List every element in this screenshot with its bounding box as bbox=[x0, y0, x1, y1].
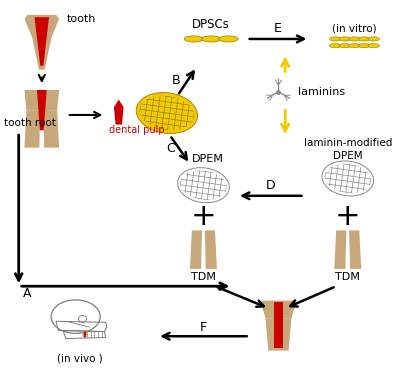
Polygon shape bbox=[274, 302, 283, 348]
Polygon shape bbox=[32, 38, 51, 70]
Ellipse shape bbox=[349, 37, 360, 41]
Text: E: E bbox=[274, 22, 282, 35]
Text: +: + bbox=[191, 203, 216, 231]
Polygon shape bbox=[261, 301, 296, 318]
Text: TDM: TDM bbox=[335, 272, 360, 282]
Text: tooth: tooth bbox=[67, 14, 96, 24]
Polygon shape bbox=[24, 15, 59, 38]
Polygon shape bbox=[190, 230, 202, 269]
Text: TDM: TDM bbox=[191, 272, 216, 282]
Ellipse shape bbox=[358, 44, 370, 48]
Ellipse shape bbox=[202, 36, 221, 42]
Text: dental pulp: dental pulp bbox=[109, 125, 165, 135]
Polygon shape bbox=[334, 230, 346, 269]
Polygon shape bbox=[114, 100, 124, 125]
Text: DPEM: DPEM bbox=[192, 154, 224, 164]
Polygon shape bbox=[349, 230, 361, 269]
Text: B: B bbox=[172, 74, 180, 87]
Ellipse shape bbox=[368, 37, 380, 41]
Text: laminin-modified
DPEM: laminin-modified DPEM bbox=[304, 138, 392, 161]
Polygon shape bbox=[37, 90, 47, 130]
Ellipse shape bbox=[322, 161, 374, 196]
Polygon shape bbox=[84, 332, 86, 337]
Text: (in vivo ): (in vivo ) bbox=[58, 353, 103, 363]
Ellipse shape bbox=[219, 36, 238, 42]
Text: D: D bbox=[266, 179, 276, 192]
Ellipse shape bbox=[349, 44, 360, 48]
Polygon shape bbox=[266, 318, 292, 351]
Ellipse shape bbox=[184, 36, 204, 42]
Text: (in vitro): (in vitro) bbox=[332, 23, 377, 33]
Ellipse shape bbox=[178, 168, 229, 203]
Text: DPSCs: DPSCs bbox=[192, 18, 230, 31]
Text: F: F bbox=[200, 321, 207, 334]
Text: laminins: laminins bbox=[298, 87, 345, 97]
Ellipse shape bbox=[339, 37, 351, 41]
Polygon shape bbox=[24, 110, 40, 148]
Ellipse shape bbox=[368, 44, 380, 48]
Polygon shape bbox=[24, 90, 59, 110]
Ellipse shape bbox=[339, 44, 351, 48]
Text: tooth root: tooth root bbox=[4, 118, 56, 128]
Text: C: C bbox=[166, 142, 174, 155]
Polygon shape bbox=[82, 332, 88, 337]
Text: +: + bbox=[335, 203, 360, 231]
Ellipse shape bbox=[330, 37, 341, 41]
Ellipse shape bbox=[358, 37, 370, 41]
Polygon shape bbox=[205, 230, 217, 269]
Text: A: A bbox=[22, 287, 31, 301]
Polygon shape bbox=[34, 17, 49, 66]
Polygon shape bbox=[44, 110, 59, 148]
Ellipse shape bbox=[136, 93, 198, 133]
Ellipse shape bbox=[330, 44, 341, 48]
